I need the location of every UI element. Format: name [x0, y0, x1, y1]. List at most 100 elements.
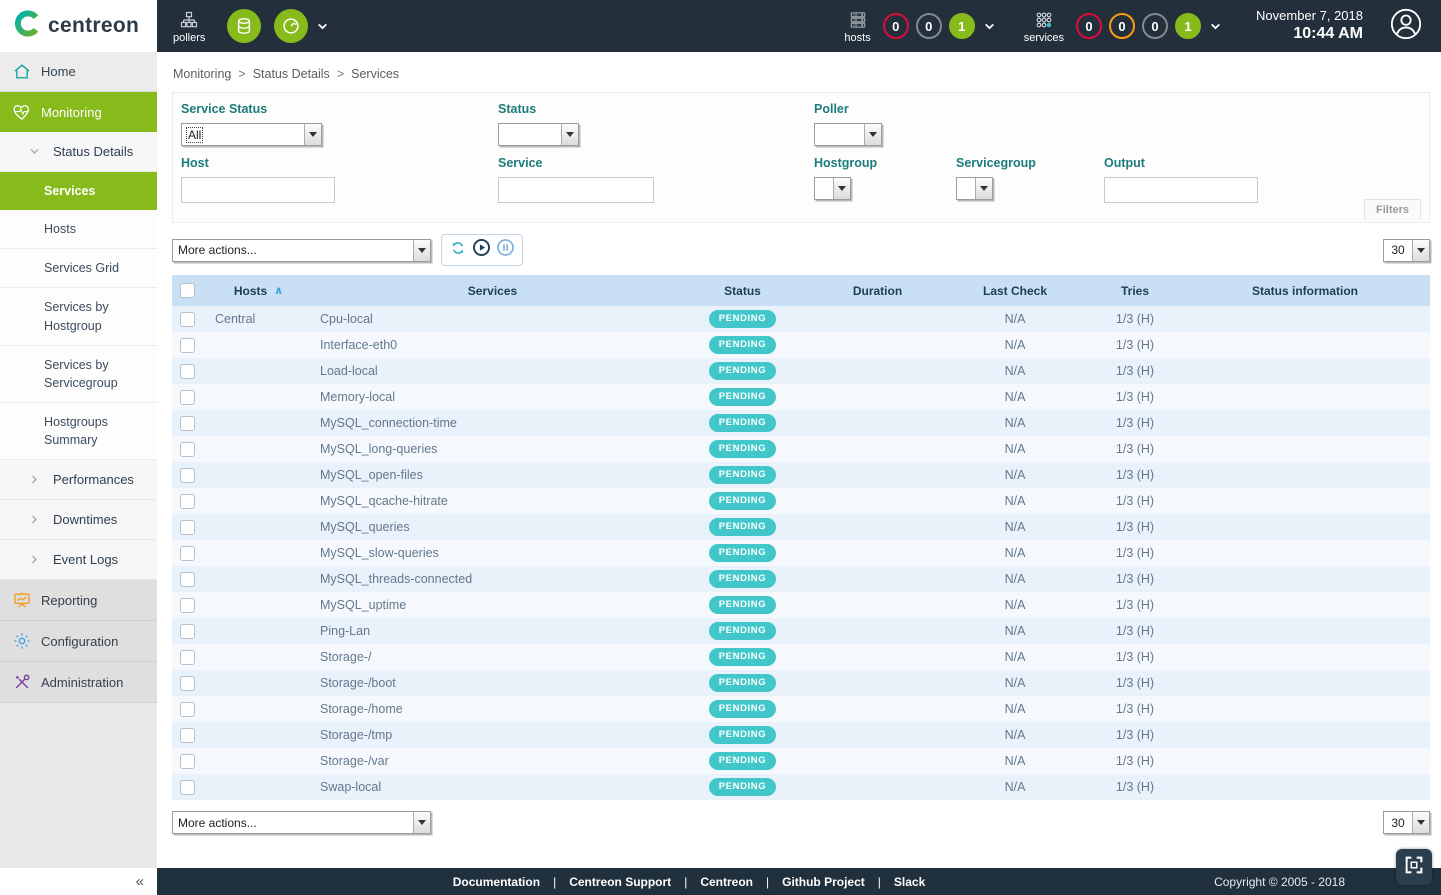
more-actions-select-bottom[interactable]: More actions...: [172, 811, 431, 834]
pollers-menu[interactable]: pollers: [173, 8, 205, 44]
host-cell[interactable]: [202, 748, 315, 774]
breadcrumb-link-monitoring[interactable]: Monitoring: [173, 67, 231, 81]
service-cell[interactable]: MySQL_threads-connected: [315, 566, 670, 592]
row-checkbox[interactable]: [180, 624, 195, 639]
sidebar-item-reporting[interactable]: Reporting: [0, 580, 157, 621]
row-checkbox[interactable]: [180, 598, 195, 613]
row-checkbox[interactable]: [180, 442, 195, 457]
column-header-status[interactable]: Status: [670, 275, 815, 306]
database-status-icon[interactable]: [227, 9, 261, 43]
page-size-select[interactable]: 30: [1383, 239, 1430, 262]
services-badge-ok[interactable]: 1: [1175, 13, 1201, 39]
service-cell[interactable]: MySQL_queries: [315, 514, 670, 540]
service-cell[interactable]: Swap-local: [315, 774, 670, 800]
host-cell[interactable]: Central: [202, 306, 315, 332]
centreon-logo[interactable]: centreon: [0, 0, 157, 52]
page-size-select-bottom[interactable]: 30: [1383, 811, 1430, 834]
host-cell[interactable]: [202, 644, 315, 670]
services-badge-critical[interactable]: 0: [1076, 13, 1102, 39]
service-cell[interactable]: Cpu-local: [315, 306, 670, 332]
host-cell[interactable]: [202, 488, 315, 514]
host-cell[interactable]: [202, 436, 315, 462]
footer-link-slack[interactable]: Slack: [894, 875, 925, 889]
row-checkbox[interactable]: [180, 676, 195, 691]
row-checkbox[interactable]: [180, 754, 195, 769]
row-checkbox[interactable]: [180, 338, 195, 353]
sidebar-item-administration[interactable]: Administration: [0, 662, 157, 703]
sidebar-item-monitoring[interactable]: Monitoring: [0, 92, 157, 132]
service-cell[interactable]: Ping-Lan: [315, 618, 670, 644]
host-cell[interactable]: [202, 384, 315, 410]
column-header-services[interactable]: Services: [315, 275, 670, 306]
footer-link-documentation[interactable]: Documentation: [453, 875, 540, 889]
hosts-status-menu[interactable]: hosts: [844, 8, 870, 44]
service-cell[interactable]: Interface-eth0: [315, 332, 670, 358]
breadcrumb-link-services[interactable]: Services: [351, 67, 399, 81]
user-profile-icon[interactable]: [1389, 7, 1423, 46]
host-cell[interactable]: [202, 540, 315, 566]
sidebar-item-downtimes[interactable]: Downtimes: [0, 500, 157, 540]
sidebar-item-configuration[interactable]: Configuration: [0, 621, 157, 662]
host-cell[interactable]: [202, 774, 315, 800]
host-cell[interactable]: [202, 462, 315, 488]
poller-select[interactable]: [814, 123, 882, 146]
hosts-badge-unknown[interactable]: 0: [916, 13, 942, 39]
servicegroup-select[interactable]: [956, 177, 993, 200]
row-checkbox[interactable]: [180, 494, 195, 509]
sidebar-collapse-button[interactable]: «: [0, 868, 157, 895]
host-cell[interactable]: [202, 670, 315, 696]
sidebar-item-status-details[interactable]: Status Details: [0, 132, 157, 172]
service-cell[interactable]: Storage-/boot: [315, 670, 670, 696]
host-cell[interactable]: [202, 566, 315, 592]
services-status-menu[interactable]: services: [1024, 8, 1064, 44]
breadcrumb-link-status-details[interactable]: Status Details: [253, 67, 330, 81]
row-checkbox[interactable]: [180, 546, 195, 561]
host-cell[interactable]: [202, 618, 315, 644]
hosts-badge-critical[interactable]: 0: [883, 13, 909, 39]
service-cell[interactable]: Storage-/: [315, 644, 670, 670]
services-dropdown-chevron-icon[interactable]: [1209, 20, 1222, 33]
sidebar-item-hostgroups-summary[interactable]: Hostgroups Summary: [0, 403, 157, 460]
sidebar-item-services-by-hostgroup[interactable]: Services by Hostgroup: [0, 288, 157, 345]
select-all-checkbox[interactable]: [180, 283, 195, 298]
service-cell[interactable]: Storage-/tmp: [315, 722, 670, 748]
row-checkbox[interactable]: [180, 702, 195, 717]
host-cell[interactable]: [202, 410, 315, 436]
row-checkbox[interactable]: [180, 520, 195, 535]
column-header-tries[interactable]: Tries: [1090, 275, 1180, 306]
play-button[interactable]: [472, 238, 491, 262]
service-cell[interactable]: Storage-/home: [315, 696, 670, 722]
row-checkbox[interactable]: [180, 468, 195, 483]
row-checkbox[interactable]: [180, 416, 195, 431]
status-select[interactable]: [498, 123, 579, 146]
services-badge-warning[interactable]: 0: [1109, 13, 1135, 39]
service-cell[interactable]: MySQL_open-files: [315, 462, 670, 488]
host-cell[interactable]: [202, 514, 315, 540]
pause-button[interactable]: [496, 238, 515, 262]
column-header-hosts[interactable]: Hosts∧: [202, 275, 315, 306]
footer-link-github-project[interactable]: Github Project: [782, 875, 865, 889]
column-header-last-check[interactable]: Last Check: [940, 275, 1090, 306]
services-badge-unknown[interactable]: 0: [1142, 13, 1168, 39]
service-cell[interactable]: MySQL_connection-time: [315, 410, 670, 436]
service-cell[interactable]: MySQL_slow-queries: [315, 540, 670, 566]
more-actions-select[interactable]: More actions...: [172, 239, 431, 262]
host-cell[interactable]: [202, 358, 315, 384]
host-cell[interactable]: [202, 722, 315, 748]
refresh-button[interactable]: [449, 239, 467, 262]
service-cell[interactable]: MySQL_qcache-hitrate: [315, 488, 670, 514]
column-header-duration[interactable]: Duration: [815, 275, 940, 306]
row-checkbox[interactable]: [180, 390, 195, 405]
service-cell[interactable]: Storage-/var: [315, 748, 670, 774]
sidebar-item-event-logs[interactable]: Event Logs: [0, 540, 157, 580]
fullscreen-button[interactable]: [1396, 849, 1432, 885]
row-checkbox[interactable]: [180, 780, 195, 795]
row-checkbox[interactable]: [180, 364, 195, 379]
host-cell[interactable]: [202, 696, 315, 722]
hosts-dropdown-chevron-icon[interactable]: [983, 20, 996, 33]
service-cell[interactable]: Memory-local: [315, 384, 670, 410]
footer-link-centreon[interactable]: Centreon: [700, 875, 753, 889]
host-cell[interactable]: [202, 332, 315, 358]
sidebar-item-services-by-servicegroup[interactable]: Services by Servicegroup: [0, 346, 157, 403]
sidebar-item-services[interactable]: Services: [0, 172, 157, 210]
